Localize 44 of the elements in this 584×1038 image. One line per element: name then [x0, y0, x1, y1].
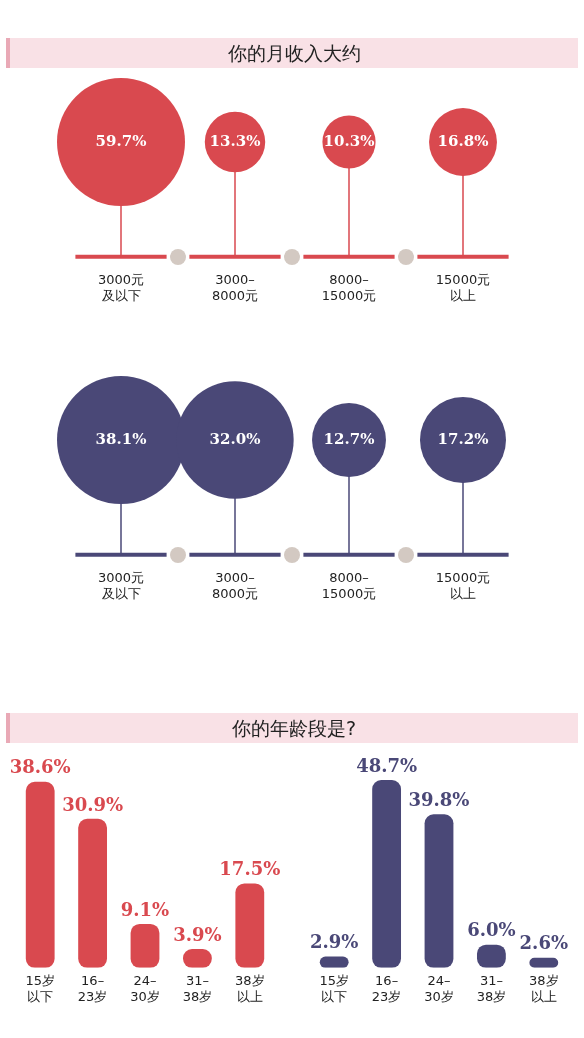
bar [372, 780, 402, 968]
data-label: 3.9% [173, 923, 222, 945]
bar [78, 818, 108, 968]
data-label: 38.1% [95, 429, 147, 448]
category-label: 3000– 8000元 [211, 271, 259, 303]
x-tick-label: 15岁以下 [319, 972, 349, 1004]
category-label: 8000– 15000元 [321, 569, 377, 601]
data-label: 10.3% [323, 131, 375, 150]
data-label: 48.7% [356, 754, 418, 776]
x-tick-label: 24– 30岁 [130, 972, 160, 1004]
x-tick-label: 24– 30岁 [424, 972, 454, 1004]
data-label: 16.8% [437, 131, 489, 150]
category-label: 15000元以上 [435, 569, 491, 601]
data-label: 13.3% [209, 131, 261, 150]
text: 你的月收入大约 [6, 38, 578, 68]
x-tick-label: 31– 38岁 [476, 972, 507, 1004]
x-tick-label: 16– 23岁 [371, 972, 402, 1004]
data-label: 2.6% [519, 932, 569, 954]
data-label: 9.1% [120, 898, 170, 920]
data-label: 59.7% [95, 131, 147, 150]
category-label: 3000元及以下 [97, 271, 145, 303]
data-label: 32.0% [209, 429, 261, 448]
data-label: 38.6% [9, 756, 71, 778]
x-tick-label: 38岁以上 [529, 972, 559, 1004]
data-label: 2.9% [309, 931, 359, 953]
x-tick-label: 15岁以下 [25, 972, 55, 1004]
x-tick-label: 38岁以上 [235, 972, 265, 1004]
chart-title: 你的年龄段是? [6, 713, 578, 743]
category-label: 8000– 15000元 [321, 271, 377, 303]
data-label: 17.5% [219, 858, 281, 880]
bar [424, 814, 454, 968]
x-tick-label: 31– 38岁 [182, 972, 213, 1004]
bar [25, 781, 55, 968]
category-label: 3000元及以下 [97, 569, 145, 601]
bar [130, 923, 160, 968]
data-label: 12.7% [323, 429, 375, 448]
data-label: 39.8% [408, 789, 470, 810]
data-label: 6.0% [467, 919, 516, 941]
x-tick-label: 16– 23岁 [77, 972, 108, 1004]
data-label: 17.2% [437, 429, 489, 448]
category-label: 3000– 8000元 [211, 569, 259, 601]
data-label: 30.9% [62, 793, 124, 815]
bar [235, 883, 265, 968]
category-label: 15000元以上 [435, 271, 491, 303]
